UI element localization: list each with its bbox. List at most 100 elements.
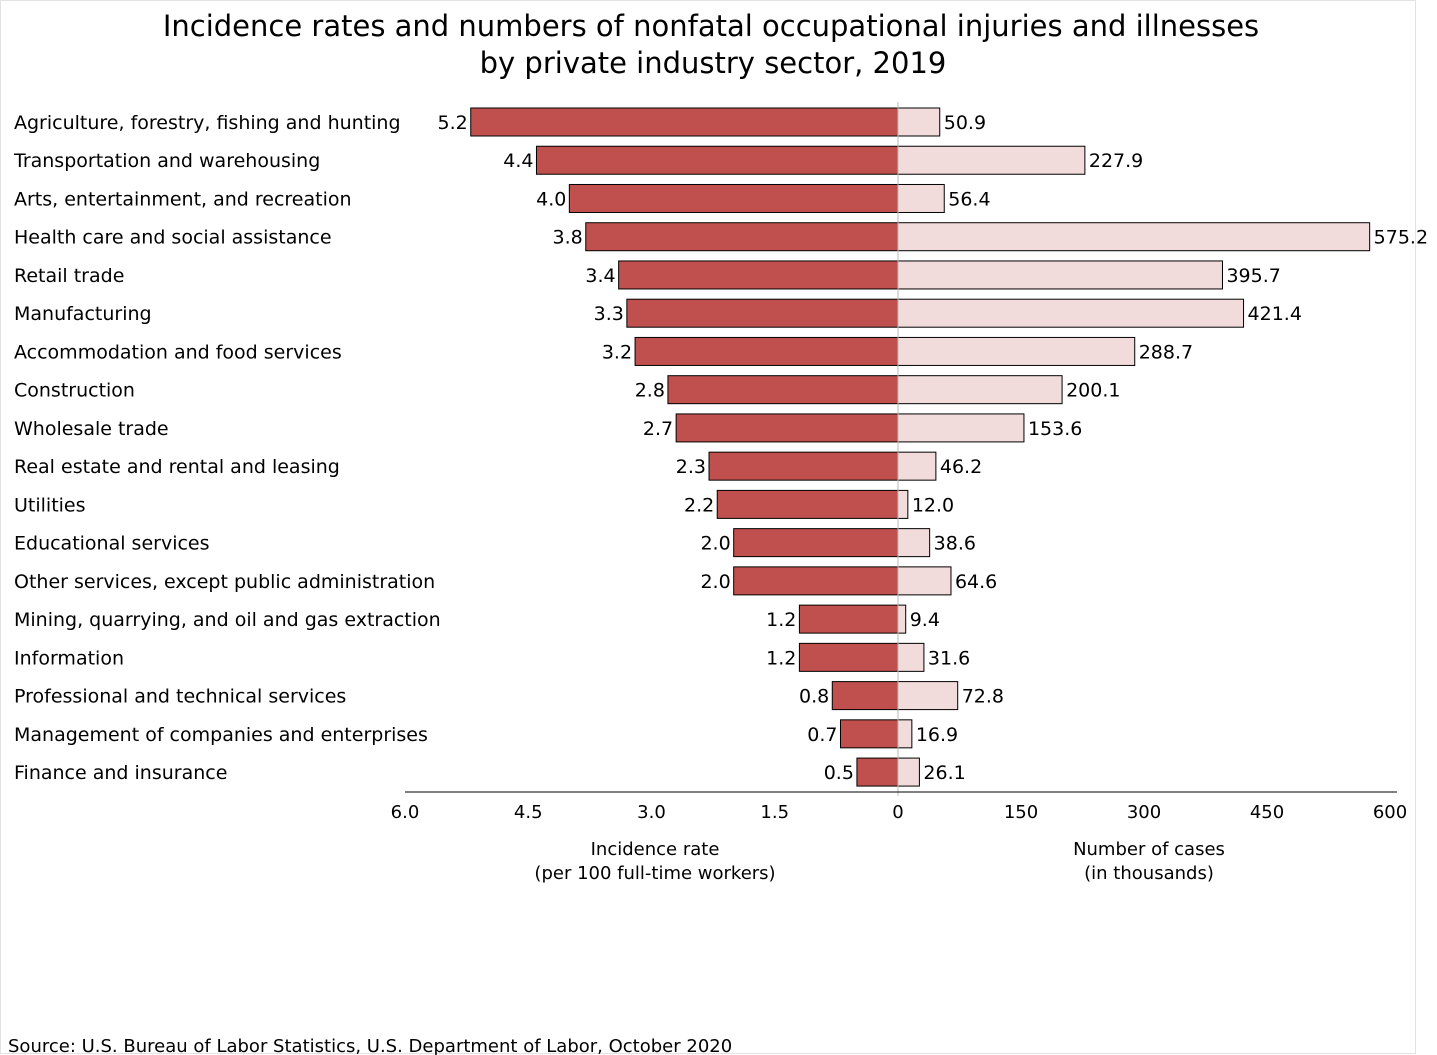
cases-data-label: 64.6 xyxy=(955,571,997,593)
category-label: Transportation and warehousing xyxy=(13,150,320,172)
category-label: Real estate and rental and leasing xyxy=(14,456,340,478)
cases-data-label: 46.2 xyxy=(940,456,982,478)
cases-bar xyxy=(897,451,937,481)
incidence-rate-bar xyxy=(716,489,899,519)
incidence-rate-data-label: 3.2 xyxy=(602,341,632,363)
cases-data-label: 12.0 xyxy=(912,494,954,516)
cases-bar xyxy=(897,107,941,137)
incidence-rate-data-label: 2.0 xyxy=(700,571,730,593)
category-label: Mining, quarrying, and oil and gas extra… xyxy=(14,609,441,631)
cases-data-label: 575.2 xyxy=(1374,227,1428,249)
incidence-rate-data-label: 1.2 xyxy=(766,609,796,631)
cases-data-label: 50.9 xyxy=(944,112,986,134)
category-label: Retail trade xyxy=(14,265,124,287)
cases-data-label: 26.1 xyxy=(923,762,965,784)
cases-bar xyxy=(897,145,1086,175)
cases-bar xyxy=(897,719,913,749)
right-axis-tick-label: 150 xyxy=(1004,802,1038,823)
category-label: Wholesale trade xyxy=(14,418,169,440)
cases-bar xyxy=(897,642,925,672)
cases-bar xyxy=(897,489,909,519)
category-label: Educational services xyxy=(14,533,210,555)
incidence-rate-bar xyxy=(675,413,899,443)
cases-bar xyxy=(897,298,1245,328)
category-label: Other services, except public administra… xyxy=(14,571,435,593)
category-label: Utilities xyxy=(14,494,86,516)
cases-bar xyxy=(897,604,907,634)
incidence-rate-bar xyxy=(535,145,899,175)
cases-data-label: 9.4 xyxy=(910,609,940,631)
incidence-rate-bar xyxy=(839,719,899,749)
left-axis-tick-label: 0 xyxy=(892,802,903,823)
ticks-layer: 6.0 4.5 3.0 1.5 0 150 300 450 600 xyxy=(391,802,1408,823)
incidence-rate-bar xyxy=(708,451,899,481)
incidence-rate-data-label: 2.8 xyxy=(635,380,665,402)
right-axis-tick-label: 300 xyxy=(1127,802,1161,823)
cases-bar xyxy=(897,260,1223,290)
incidence-rate-bar xyxy=(831,681,899,711)
incidence-rate-data-label: 0.7 xyxy=(807,724,837,746)
cases-bar xyxy=(897,757,920,787)
cases-data-label: 16.9 xyxy=(916,724,958,746)
cases-data-label: 72.8 xyxy=(962,686,1004,708)
right-axis-tick-label: 450 xyxy=(1250,802,1284,823)
incidence-rate-bar xyxy=(667,375,899,405)
left-axis-label-line-1: Incidence rate xyxy=(591,839,720,860)
incidence-rate-data-label: 4.0 xyxy=(536,188,566,210)
left-axis-tick-label: 3.0 xyxy=(637,802,666,823)
incidence-rate-data-label: 2.0 xyxy=(700,533,730,555)
left-axis-tick-label: 4.5 xyxy=(514,802,543,823)
incidence-rate-bar xyxy=(798,642,899,672)
category-label: Management of companies and enterprises xyxy=(14,724,428,746)
cases-bar xyxy=(897,336,1136,366)
incidence-rate-bar xyxy=(585,222,899,252)
cases-bar xyxy=(897,681,959,711)
incidence-rate-data-label: 4.4 xyxy=(503,150,533,172)
cases-data-label: 38.6 xyxy=(934,533,976,555)
incidence-rate-bar xyxy=(634,336,899,366)
incidence-rate-data-label: 3.3 xyxy=(594,303,624,325)
chart-title-line-2: by private industry sector, 2019 xyxy=(480,46,947,80)
incidence-rate-data-label: 0.5 xyxy=(824,762,854,784)
category-label: Health care and social assistance xyxy=(14,227,332,249)
incidence-rate-bar xyxy=(626,298,899,328)
incidence-rate-bar xyxy=(568,183,899,213)
right-axis-label-line-2: (in thousands) xyxy=(1084,863,1214,884)
category-label: Information xyxy=(14,647,124,669)
source-note: Source: U.S. Bureau of Labor Statistics,… xyxy=(8,1036,732,1055)
bars-layer xyxy=(470,107,1371,787)
incidence-rate-data-label: 5.2 xyxy=(438,112,468,134)
incidence-rate-data-label: 2.7 xyxy=(643,418,673,440)
category-label: Finance and insurance xyxy=(14,762,227,784)
category-label: Construction xyxy=(14,380,135,402)
cases-data-label: 421.4 xyxy=(1248,303,1302,325)
right-axis-tick-label: 600 xyxy=(1373,802,1407,823)
incidence-rate-data-label: 0.8 xyxy=(799,686,829,708)
cases-data-label: 153.6 xyxy=(1028,418,1082,440)
incidence-rate-bar xyxy=(856,757,899,787)
cases-bar xyxy=(897,222,1371,252)
cases-data-label: 31.6 xyxy=(928,647,970,669)
category-label: Agriculture, forestry, fishing and hunti… xyxy=(14,112,401,134)
incidence-rate-data-label: 3.4 xyxy=(585,265,615,287)
category-label: Accommodation and food services xyxy=(14,341,342,363)
cases-bar xyxy=(897,528,931,558)
category-label: Manufacturing xyxy=(14,303,152,325)
right-axis-label-line-1: Number of cases xyxy=(1073,839,1225,860)
incidence-rate-data-label: 2.2 xyxy=(684,494,714,516)
cases-bar xyxy=(897,566,952,596)
left-axis-tick-label: 6.0 xyxy=(391,802,420,823)
incidence-rate-bar xyxy=(733,528,899,558)
category-label: Professional and technical services xyxy=(14,686,346,708)
incidence-rate-data-label: 3.8 xyxy=(553,227,583,249)
chart-title-line-1: Incidence rates and numbers of nonfatal … xyxy=(163,9,1259,43)
cases-data-label: 395.7 xyxy=(1226,265,1280,287)
left-axis-label-line-2: (per 100 full-time workers) xyxy=(534,863,775,884)
incidence-rate-bar xyxy=(798,604,899,634)
incidence-rate-bar xyxy=(733,566,899,596)
labels-layer: Agriculture, forestry, fishing and hunti… xyxy=(13,112,1428,784)
cases-data-label: 56.4 xyxy=(948,188,990,210)
